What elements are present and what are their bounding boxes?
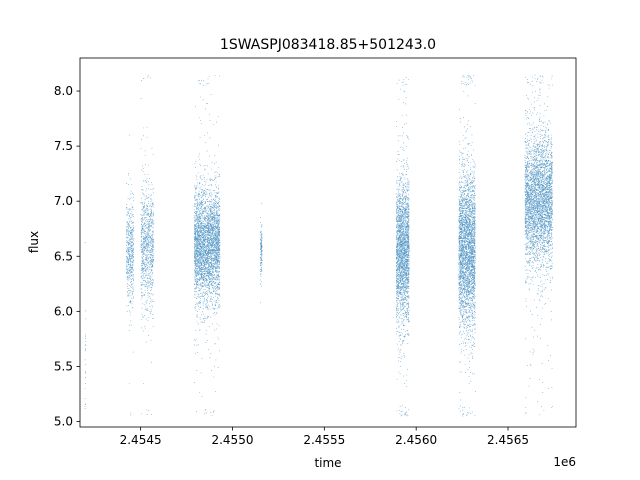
y-tick-label: 6.0 [54,304,73,318]
point-cluster [140,75,155,415]
y-tick-label: 5.5 [54,359,73,373]
plot-frame [79,57,577,428]
x-axis-ticks: 2.4545 2.4550 2.4555 2.4560 2.4565 [120,427,529,447]
y-tick-label: 6.5 [54,249,73,263]
x-tick-label: 2.4550 [211,433,253,447]
point-cluster [260,202,263,304]
y-axis-label: flux [27,231,41,253]
scatter-point [140,75,155,415]
scatter-points [84,74,553,417]
point-cluster [395,77,410,417]
point-cluster [193,74,221,417]
y-tick-label: 8.0 [54,84,73,98]
y-axis-ticks: 5.0 5.5 6.0 6.5 7.0 7.5 8.0 [54,84,80,428]
y-tick-label: 7.0 [54,194,73,208]
x-axis-offset-label: 1e6 [553,455,576,469]
x-tick-label: 2.4565 [487,433,529,447]
plot-background [80,58,576,427]
x-axis-label: time [314,456,341,470]
scatter-point [193,74,221,417]
point-cluster [458,74,476,417]
scatter-point [395,77,410,417]
x-tick-label: 2.4555 [303,433,345,447]
scatter-point [458,74,476,417]
y-tick-label: 5.0 [54,414,73,428]
x-tick-label: 2.4560 [395,433,437,447]
scatter-point [260,202,263,304]
y-tick-label: 7.5 [54,139,73,153]
chart-title: 1SWASPJ083418.85+501243.0 [220,37,436,53]
x-tick-label: 2.4545 [120,433,162,447]
